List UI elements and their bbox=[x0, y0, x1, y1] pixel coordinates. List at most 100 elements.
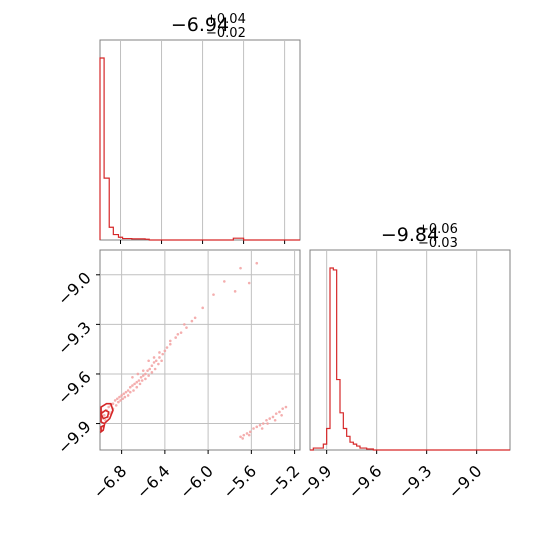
scatter-point bbox=[132, 389, 135, 392]
scatter-point bbox=[114, 404, 118, 407]
scatter-point bbox=[111, 402, 115, 406]
scatter-point bbox=[179, 331, 183, 334]
scatter-point bbox=[137, 379, 141, 382]
marginal-x-title: −6.94 bbox=[171, 14, 229, 36]
scatter-point bbox=[247, 433, 251, 437]
scatter-point bbox=[131, 375, 134, 379]
scatter-point bbox=[128, 385, 132, 389]
marginal-y-tick-labels: −9.9 −9.6 −9.3 −9.0 bbox=[295, 461, 486, 502]
scatter-point bbox=[255, 261, 259, 265]
joint-x-tick-labels: −6.8 −6.4 −6.0 −5.6 −5.2 bbox=[90, 461, 304, 502]
scatter-point bbox=[115, 397, 119, 401]
scatter-point bbox=[122, 392, 126, 396]
scatter-point bbox=[176, 332, 180, 336]
scatter-point bbox=[258, 423, 262, 427]
marginal-y-title: −9.84 bbox=[381, 224, 439, 246]
scatter-point bbox=[212, 293, 215, 296]
y-tick-label: −9.9 bbox=[54, 417, 95, 458]
scatter-point bbox=[153, 367, 157, 371]
scatter-point bbox=[147, 359, 150, 363]
joint-scatter: −6.8 −6.4 −6.0 −5.6 −5.2 −9.9 −9.6 −9.3 −9.0 bbox=[54, 249, 304, 502]
scatter-point bbox=[183, 323, 186, 326]
marginal-histogram-y: −9.9 −9.6 −9.3 −9.0 −9.84 +0.06 −0.03 bbox=[295, 222, 511, 502]
scatter-point bbox=[247, 281, 251, 285]
density-contour bbox=[100, 409, 110, 420]
scatter-point bbox=[147, 374, 150, 377]
scatter-point bbox=[141, 374, 145, 377]
scatter-point bbox=[152, 356, 156, 359]
scatter-point bbox=[168, 342, 172, 346]
x-tick-label: −9.3 bbox=[395, 461, 436, 502]
scatter-point bbox=[103, 413, 106, 417]
scatter-point bbox=[239, 266, 242, 270]
density-contour bbox=[100, 423, 106, 434]
scatter-point bbox=[135, 385, 139, 389]
scatter-point bbox=[158, 351, 161, 354]
scatter-point bbox=[174, 336, 177, 339]
scatter-point bbox=[141, 369, 145, 372]
y-tick-label: −9.6 bbox=[54, 367, 95, 408]
marginal-histogram-x: −6.94 +0.04 −0.02 bbox=[99, 12, 301, 244]
scatter-point bbox=[123, 395, 127, 399]
marginal-x-title-plus: +0.04 bbox=[206, 12, 246, 27]
scatter-point bbox=[193, 316, 197, 320]
histogram-step-line bbox=[310, 267, 510, 451]
scatter-point bbox=[165, 346, 169, 349]
marginal-y-title-plus: +0.06 bbox=[418, 222, 458, 237]
scatter-point bbox=[148, 367, 152, 371]
scatter-point bbox=[150, 371, 154, 374]
scatter-point bbox=[252, 427, 255, 430]
scatter-point bbox=[119, 399, 122, 402]
scatter-point bbox=[185, 326, 188, 329]
scatter-point bbox=[107, 405, 110, 409]
marginal-y-title-value: −9.84 bbox=[381, 224, 439, 246]
scatter-point bbox=[139, 375, 143, 379]
scatter-point bbox=[124, 390, 128, 394]
marginal-x-title-minus: −0.02 bbox=[206, 26, 246, 41]
scatter-point bbox=[140, 379, 144, 382]
scatter-point bbox=[271, 415, 275, 419]
scatter-point bbox=[280, 413, 283, 417]
scatter-point bbox=[223, 280, 226, 283]
scatter-point bbox=[168, 339, 172, 343]
scatter-point bbox=[126, 394, 130, 397]
scatter-point bbox=[163, 349, 167, 353]
scatter-point bbox=[201, 306, 205, 310]
x-tick-label: −9.6 bbox=[345, 461, 386, 502]
scatter-point bbox=[265, 418, 268, 422]
marginal-x-gridlines bbox=[120, 40, 286, 240]
scatter-point bbox=[158, 356, 161, 359]
marginal-y-title-minus: −0.03 bbox=[418, 236, 458, 251]
scatter-point bbox=[121, 397, 125, 401]
marginal-x-title-value: −6.94 bbox=[171, 14, 229, 36]
marginal-x-frame bbox=[99, 39, 301, 241]
scatter-point bbox=[266, 422, 269, 425]
x-tick-label: −5.6 bbox=[219, 461, 260, 502]
scatter-point bbox=[118, 395, 121, 399]
scatter-point bbox=[144, 372, 147, 376]
scatter-point bbox=[131, 384, 134, 387]
marginal-y-frame bbox=[309, 249, 511, 451]
scatter-point bbox=[150, 364, 154, 368]
scatter-point bbox=[128, 390, 132, 394]
joint-ticks bbox=[96, 274, 296, 454]
scatter-point bbox=[113, 399, 117, 402]
marginal-x-histogram bbox=[99, 57, 300, 241]
joint-contours bbox=[100, 402, 114, 434]
scatter-point bbox=[255, 425, 259, 429]
x-tick-label: −6.8 bbox=[90, 461, 131, 502]
marginal-y-gridlines bbox=[326, 250, 478, 450]
scatter-point bbox=[239, 435, 242, 439]
scatter-point bbox=[157, 362, 160, 366]
scatter-point bbox=[268, 417, 272, 420]
marginal-y-histogram bbox=[310, 267, 510, 451]
scatter-point bbox=[261, 422, 265, 425]
scatter-point bbox=[135, 380, 139, 384]
scatter-point bbox=[117, 400, 120, 404]
scatter-point bbox=[274, 412, 278, 415]
marginal-y-ticks bbox=[326, 450, 478, 454]
scatter-point bbox=[278, 410, 281, 414]
joint-y-tick-labels: −9.9 −9.6 −9.3 −9.0 bbox=[54, 268, 95, 458]
x-tick-label: −9.0 bbox=[445, 461, 486, 502]
